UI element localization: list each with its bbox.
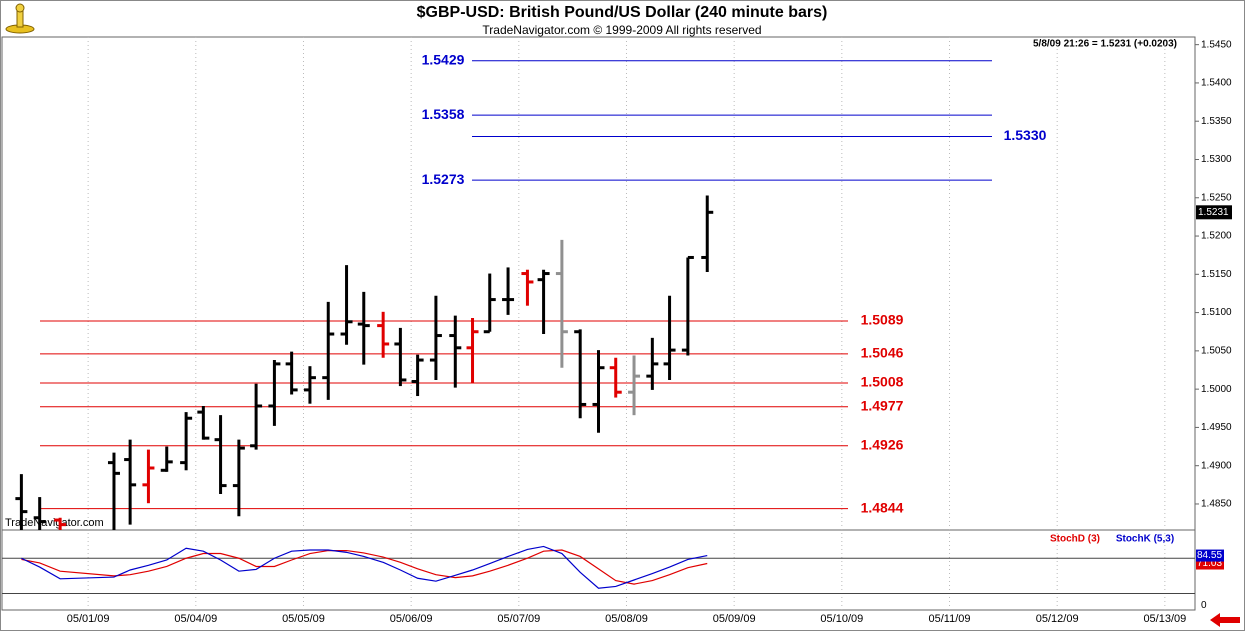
level-label: 1.5330 bbox=[1004, 127, 1047, 143]
x-tick-label: 05/12/09 bbox=[1036, 613, 1079, 625]
last-value-label: 71.03 bbox=[1197, 558, 1222, 569]
y-tick-label: 1.5450 bbox=[1201, 39, 1232, 50]
y-tick-label: 1.4950 bbox=[1201, 422, 1232, 433]
level-label: 1.5358 bbox=[422, 106, 465, 122]
x-tick-label: 05/06/09 bbox=[390, 613, 433, 625]
x-tick-label: 05/09/09 bbox=[713, 613, 756, 625]
watermark: TradeNavigator.com bbox=[5, 517, 104, 529]
level-label: 1.4977 bbox=[861, 397, 904, 413]
level-label: 1.5089 bbox=[861, 312, 904, 328]
legend-label: StochK (5,3) bbox=[1116, 534, 1174, 545]
x-tick-label: 05/07/09 bbox=[497, 613, 540, 625]
last-value-label: 84.55 bbox=[1197, 550, 1222, 561]
level-label: 1.5008 bbox=[861, 374, 904, 390]
level-label: 1.5429 bbox=[422, 51, 465, 67]
y-tick-label: 1.5150 bbox=[1201, 269, 1232, 280]
last-price-box bbox=[1196, 205, 1232, 220]
level-label: 1.4844 bbox=[861, 499, 904, 515]
last-value-box bbox=[1196, 549, 1224, 562]
y-tick-label: 1.5050 bbox=[1201, 346, 1232, 357]
y-tick-label: 1.4900 bbox=[1201, 460, 1232, 471]
level-label: 1.4926 bbox=[861, 436, 904, 452]
scroll-arrow[interactable] bbox=[1210, 613, 1240, 627]
logo bbox=[5, 3, 35, 34]
stoch-line bbox=[21, 549, 708, 585]
x-tick-label: 05/13/09 bbox=[1143, 613, 1186, 625]
chart-title: $GBP-USD: British Pound/US Dollar (240 m… bbox=[417, 4, 828, 21]
y-tick-label: 1.5000 bbox=[1201, 384, 1232, 395]
x-tick-label: 05/10/09 bbox=[820, 613, 863, 625]
y-tick-label: 1.5100 bbox=[1201, 307, 1232, 318]
stoch-line bbox=[21, 545, 708, 589]
legend-label: StochD (3) bbox=[1050, 534, 1100, 545]
y-tick-label: 1.5250 bbox=[1201, 192, 1232, 203]
y-tick-label: 0 bbox=[1201, 600, 1207, 611]
x-tick-label: 05/05/09 bbox=[282, 613, 325, 625]
y-tick-label: 1.4850 bbox=[1201, 499, 1232, 510]
last-price-label: 1.5231 bbox=[1198, 207, 1229, 218]
x-tick-label: 05/01/09 bbox=[67, 613, 110, 625]
y-tick-label: 1.5300 bbox=[1201, 154, 1232, 165]
y-tick-label: 1.5400 bbox=[1201, 78, 1232, 89]
x-tick-label: 05/08/09 bbox=[605, 613, 648, 625]
level-label: 1.5273 bbox=[422, 171, 465, 187]
x-tick-label: 05/04/09 bbox=[174, 613, 217, 625]
level-label: 1.5046 bbox=[861, 345, 904, 361]
chart-subtitle: TradeNavigator.com © 1999-2009 All right… bbox=[482, 23, 761, 37]
y-tick-label: 1.5350 bbox=[1201, 116, 1232, 127]
x-tick-label: 05/11/09 bbox=[929, 613, 971, 625]
y-tick-label: 1.5200 bbox=[1201, 231, 1232, 242]
plot-area bbox=[1, 36, 1196, 611]
info-label: 5/8/09 21:26 = 1.5231 (+0.0203) bbox=[1033, 39, 1177, 50]
